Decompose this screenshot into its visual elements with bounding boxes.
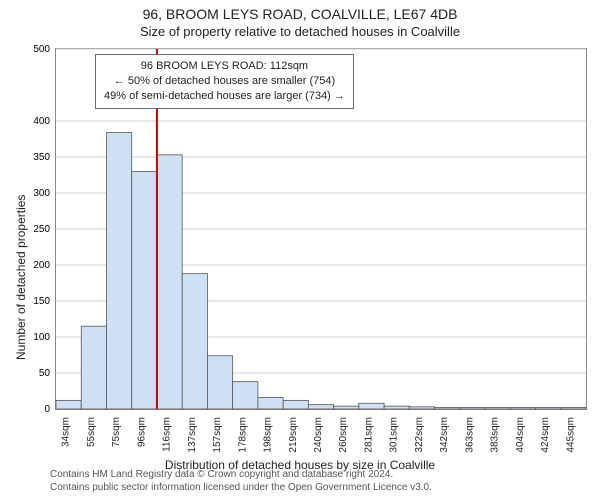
svg-text:342sqm: 342sqm: [439, 417, 450, 453]
page-subtitle: Size of property relative to detached ho…: [0, 22, 600, 39]
svg-text:500: 500: [33, 44, 50, 55]
svg-text:322sqm: 322sqm: [414, 417, 425, 453]
svg-text:250: 250: [33, 224, 50, 235]
svg-text:34sqm: 34sqm: [61, 417, 72, 447]
svg-text:363sqm: 363sqm: [464, 417, 475, 453]
svg-text:281sqm: 281sqm: [363, 417, 374, 453]
svg-text:301sqm: 301sqm: [389, 417, 400, 453]
marker-annotation: 96 BROOM LEYS ROAD: 112sqm ← 50% of deta…: [95, 54, 354, 109]
svg-text:116sqm: 116sqm: [162, 417, 173, 452]
svg-text:300: 300: [33, 188, 50, 199]
svg-text:404sqm: 404sqm: [515, 417, 526, 453]
svg-text:240sqm: 240sqm: [313, 417, 324, 453]
svg-text:383sqm: 383sqm: [490, 417, 501, 453]
svg-text:350: 350: [33, 152, 50, 163]
svg-text:96sqm: 96sqm: [136, 417, 147, 447]
svg-text:150: 150: [33, 296, 50, 307]
svg-text:0: 0: [44, 404, 50, 415]
svg-text:55sqm: 55sqm: [86, 417, 97, 447]
copyright-line2: Contains public sector information licen…: [50, 481, 590, 494]
svg-text:137sqm: 137sqm: [187, 417, 198, 453]
svg-text:100: 100: [33, 332, 50, 343]
svg-text:400: 400: [33, 116, 50, 127]
svg-text:178sqm: 178sqm: [237, 417, 248, 453]
svg-text:157sqm: 157sqm: [212, 417, 223, 453]
svg-text:50: 50: [39, 368, 51, 379]
svg-text:219sqm: 219sqm: [288, 417, 299, 453]
annotation-line2: ← 50% of detached houses are smaller (75…: [104, 74, 345, 89]
annotation-line3: 49% of semi-detached houses are larger (…: [104, 89, 345, 104]
y-axis-label: Number of detached properties: [14, 195, 28, 360]
annotation-line1: 96 BROOM LEYS ROAD: 112sqm: [104, 59, 345, 74]
svg-text:75sqm: 75sqm: [111, 417, 122, 447]
page-title: 96, BROOM LEYS ROAD, COALVILLE, LE67 4DB: [0, 0, 600, 22]
copyright-line1: Contains HM Land Registry data © Crown c…: [50, 468, 590, 481]
svg-text:424sqm: 424sqm: [540, 417, 551, 453]
svg-text:260sqm: 260sqm: [338, 417, 349, 453]
svg-text:445sqm: 445sqm: [565, 417, 576, 453]
copyright-block: Contains HM Land Registry data © Crown c…: [50, 468, 590, 494]
svg-text:198sqm: 198sqm: [263, 417, 274, 453]
svg-text:200: 200: [33, 260, 50, 271]
